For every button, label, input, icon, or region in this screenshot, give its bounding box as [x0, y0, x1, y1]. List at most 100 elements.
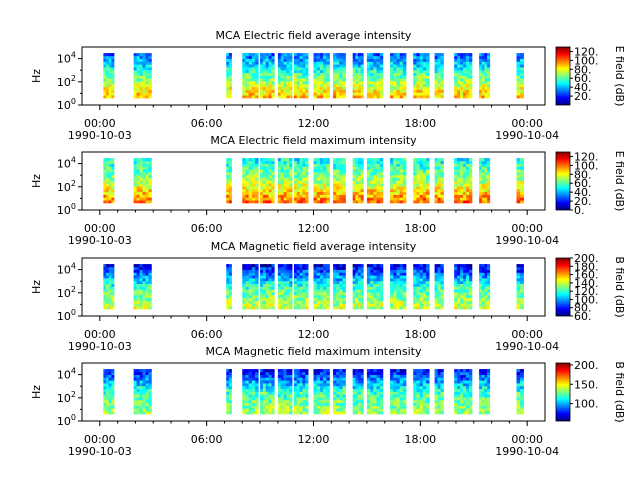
y-tick-label: 100: [57, 202, 76, 217]
x-tick-label: 06:00: [191, 328, 223, 341]
spectrogram-segment: [352, 158, 364, 204]
panel-1: MCA Electric field average intensity 100 1…: [30, 29, 626, 142]
colorbar-tick-label: 80.: [574, 168, 592, 181]
spectrogram-segment: [333, 264, 346, 310]
spectrogram-segment: [242, 369, 259, 415]
x-date-label: 1990-10-03: [68, 234, 132, 247]
spectrogram-segment: [260, 264, 275, 310]
y-tick-label: 100: [57, 413, 76, 428]
spectrogram-segment: [516, 53, 524, 99]
y-axis-label: Hz: [30, 280, 43, 294]
spectrogram-segment: [366, 264, 384, 310]
spectrogram-segment: [390, 264, 407, 310]
y-tick-label: 102: [57, 179, 76, 194]
x-date-label: 1990-10-04: [495, 340, 559, 353]
x-tick-label: 18:00: [404, 433, 436, 446]
y-tick-label: 102: [57, 285, 76, 300]
colorbar-label: B field (dB): [613, 256, 626, 317]
spectrogram-segment: [242, 53, 259, 99]
spectrogram-segment: [454, 369, 473, 415]
spectrogram-segment: [454, 264, 473, 310]
spectrogram-segment: [479, 369, 491, 415]
spectrogram-segment: [479, 158, 491, 204]
spectrogram-segment: [260, 53, 275, 99]
panel-4: MCA Magnetic field maximum intensity 100 1…: [30, 345, 626, 458]
spectrogram-segment: [434, 264, 444, 310]
x-tick-label: 18:00: [404, 117, 436, 130]
chart-title: MCA Electric field average intensity: [216, 29, 412, 42]
panel-3: MCA Magnetic field average intensity 100 1…: [30, 240, 626, 353]
spectrogram-segment: [413, 53, 430, 99]
x-date-label: 1990-10-03: [68, 445, 132, 458]
spectrogram-segment: [366, 369, 384, 415]
colorbar-tick-label: 100.: [574, 159, 599, 172]
colorbar: [555, 46, 571, 106]
spectrogram-segment: [293, 158, 309, 204]
x-date-label: 1990-10-03: [68, 129, 132, 142]
spectrogram-segment: [413, 264, 430, 310]
colorbar-label: E field (dB): [613, 46, 626, 107]
spectrogram-segment: [413, 369, 430, 415]
spectrogram-segment: [333, 158, 346, 204]
spectrogram-segment: [133, 369, 152, 415]
spectrogram-segment: [352, 264, 364, 310]
x-tick-label: 12:00: [298, 222, 330, 235]
colorbar-tick-label: 80.: [574, 63, 592, 76]
spectrogram-segment: [390, 158, 407, 204]
colorbar-tick-label: 180.: [574, 260, 599, 273]
colorbar-tick-label: 0.: [574, 204, 585, 217]
spectrogram-segment: [133, 264, 152, 310]
spectrogram-segment: [277, 53, 293, 99]
spectrogram-segment: [333, 369, 346, 415]
spectrogram-segment: [313, 369, 330, 415]
x-date-label: 1990-10-04: [495, 129, 559, 142]
x-tick-label: 00:00: [84, 328, 116, 341]
y-axis-label: Hz: [30, 174, 43, 188]
colorbar-tick-label: 100.: [574, 398, 599, 411]
chart-title: MCA Magnetic field maximum intensity: [206, 345, 422, 358]
panel-2: MCA Electric field maximum intensity 100 1…: [30, 134, 626, 247]
spectrogram-segment: [277, 369, 293, 415]
colorbar-tick-label: 60.: [574, 177, 592, 190]
x-tick-label: 06:00: [191, 117, 223, 130]
colorbar-tick-label: 100.: [574, 293, 599, 306]
y-axis-label: Hz: [30, 69, 43, 83]
colorbar-tick-label: 120.: [574, 285, 599, 298]
x-tick-label: 18:00: [404, 328, 436, 341]
colorbar-tick-label: 40.: [574, 186, 592, 199]
chart-title: MCA Electric field maximum intensity: [210, 134, 417, 147]
spectrogram-segment: [313, 158, 330, 204]
colorbar: [555, 151, 571, 211]
y-tick-label: 100: [57, 97, 76, 112]
x-tick-label: 00:00: [84, 222, 116, 235]
spectrogram-segment: [293, 53, 309, 99]
x-date-label: 1990-10-04: [495, 234, 559, 247]
spectrogram-segment: [479, 264, 491, 310]
x-date-label: 1990-10-03: [68, 340, 132, 353]
spectrogram-segment: [454, 53, 473, 99]
spectrogram-segment: [366, 158, 384, 204]
colorbar-tick-label: 200.: [574, 252, 599, 265]
spectrogram-segment: [103, 158, 115, 204]
y-tick-label: 102: [57, 74, 76, 89]
spectrogram-segment: [277, 158, 293, 204]
spectrogram-segment: [352, 369, 364, 415]
colorbar-tick-label: 160.: [574, 269, 599, 282]
y-tick-label: 104: [57, 51, 76, 66]
colorbar-label: E field (dB): [613, 151, 626, 212]
spectrogram-segment: [242, 264, 259, 310]
spectrogram-segment: [293, 369, 309, 415]
colorbar-label: B field (dB): [613, 361, 626, 422]
spectrogram-segment: [516, 369, 524, 415]
x-tick-label: 00:00: [511, 117, 543, 130]
spectrogram-segment: [413, 158, 430, 204]
spectrogram-segment: [277, 264, 293, 310]
x-tick-label: 12:00: [298, 433, 330, 446]
colorbar-tick-label: 60.: [574, 310, 592, 323]
spectrogram-segment: [133, 158, 152, 204]
colorbar-tick-label: 100.: [574, 54, 599, 67]
spectrogram-segment: [226, 264, 232, 310]
x-tick-label: 12:00: [298, 328, 330, 341]
colorbar-tick-label: 150.: [574, 378, 599, 391]
spectrogram-segment: [390, 369, 407, 415]
